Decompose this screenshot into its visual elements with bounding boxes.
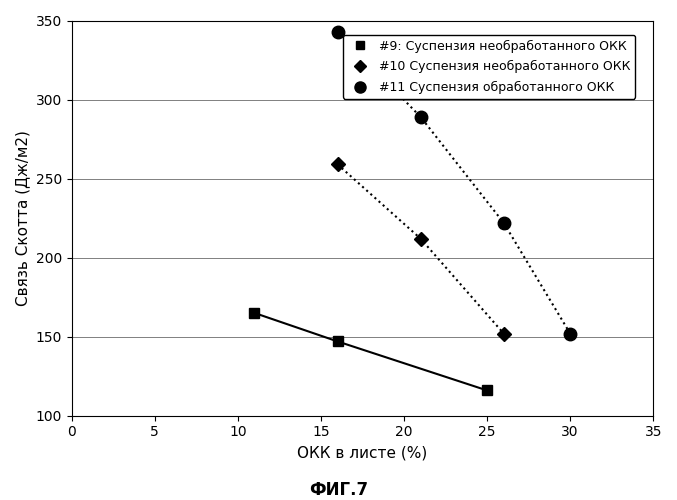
Text: ФИГ.7: ФИГ.7	[309, 481, 368, 499]
Y-axis label: Связь Скотта (Дж/м2): Связь Скотта (Дж/м2)	[15, 130, 30, 306]
X-axis label: ОКК в листе (%): ОКК в листе (%)	[297, 445, 428, 460]
Legend: #9: Суспензия необработанного ОКК, #10 Суспензия необработанного ОКК, #11 Суспен: #9: Суспензия необработанного ОКК, #10 С…	[343, 34, 636, 99]
